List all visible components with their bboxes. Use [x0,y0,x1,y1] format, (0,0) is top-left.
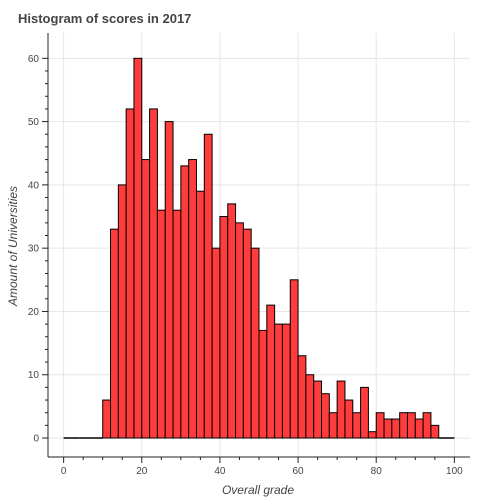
histogram-bar-6 [110,228,119,439]
histogram-bar-22 [235,222,244,439]
histogram-bar-17 [195,190,205,439]
histogram-bar-25 [258,329,268,439]
histogram-bar-26 [266,304,276,439]
x-axis-label: Overall grade [222,483,294,497]
histogram-bar-30 [297,355,307,439]
y-tick-label-4: 40 [28,180,40,191]
histogram-bar-41 [383,418,393,439]
x-tick-label-4: 80 [371,466,383,477]
y-tick-label-1: 10 [28,370,40,381]
histogram-bar-31 [305,374,315,439]
histogram-bar-42 [391,418,401,439]
y-tick-label-3: 30 [28,244,40,255]
histogram-bar-23 [242,228,252,439]
histogram-bar-33 [321,393,330,439]
x-tick-label-1: 20 [136,466,148,477]
histogram-bar-15 [180,165,190,439]
histogram-bar-8 [125,108,135,439]
histogram-bar-29 [289,279,299,439]
histogram-bar-35 [336,380,346,439]
histogram-bar-38 [360,386,369,439]
y-tick-label-5: 50 [28,117,40,128]
histogram-bar-20 [219,216,229,439]
histogram-bar-37 [352,412,362,439]
histogram-bar-11 [149,108,158,439]
histogram-bar-12 [156,209,166,439]
y-tick-label-0: 0 [33,434,39,445]
histogram-bar-44 [406,412,416,439]
x-tick-label-3: 60 [293,466,305,477]
chart-title: Histogram of scores in 2017 [18,11,191,26]
histogram-bar-14 [172,209,182,439]
histogram-bar-45 [414,418,424,439]
histogram-bar-39 [367,431,377,439]
x-tick-label-2: 40 [214,466,226,477]
histogram-bar-9 [133,57,143,439]
x-tick-label-0: 0 [61,466,67,477]
histogram-bar-46 [422,412,432,439]
histogram-bar-36 [344,399,354,439]
histogram-bar-18 [203,133,213,439]
y-axis-label: Amount of Universities [6,186,20,307]
histogram-bar-43 [399,412,408,439]
histogram-bar-27 [274,323,283,439]
y-tick-label-2: 20 [28,307,40,318]
histogram-bar-5 [102,399,112,439]
histogram-bar-40 [375,412,385,439]
histogram-bar-47 [430,424,440,439]
y-tick-label-6: 60 [28,54,40,65]
x-tick-label-5: 100 [446,466,463,477]
histogram-bar-13 [164,121,174,439]
histogram-bar-19 [211,247,221,439]
axes: 0 20 40 60 80 100 0 10 20 30 40 50 60 [28,33,470,477]
histogram-bar-16 [188,159,197,439]
histogram-bar-34 [328,412,338,439]
histogram-bar-21 [227,203,237,439]
histogram-bar-28 [281,323,291,439]
histogram-bar-32 [313,380,323,439]
histogram-bar-10 [141,159,151,439]
histogram-bar-7 [117,184,127,439]
histogram-bar-24 [250,247,260,439]
histogram-bars [63,57,455,439]
